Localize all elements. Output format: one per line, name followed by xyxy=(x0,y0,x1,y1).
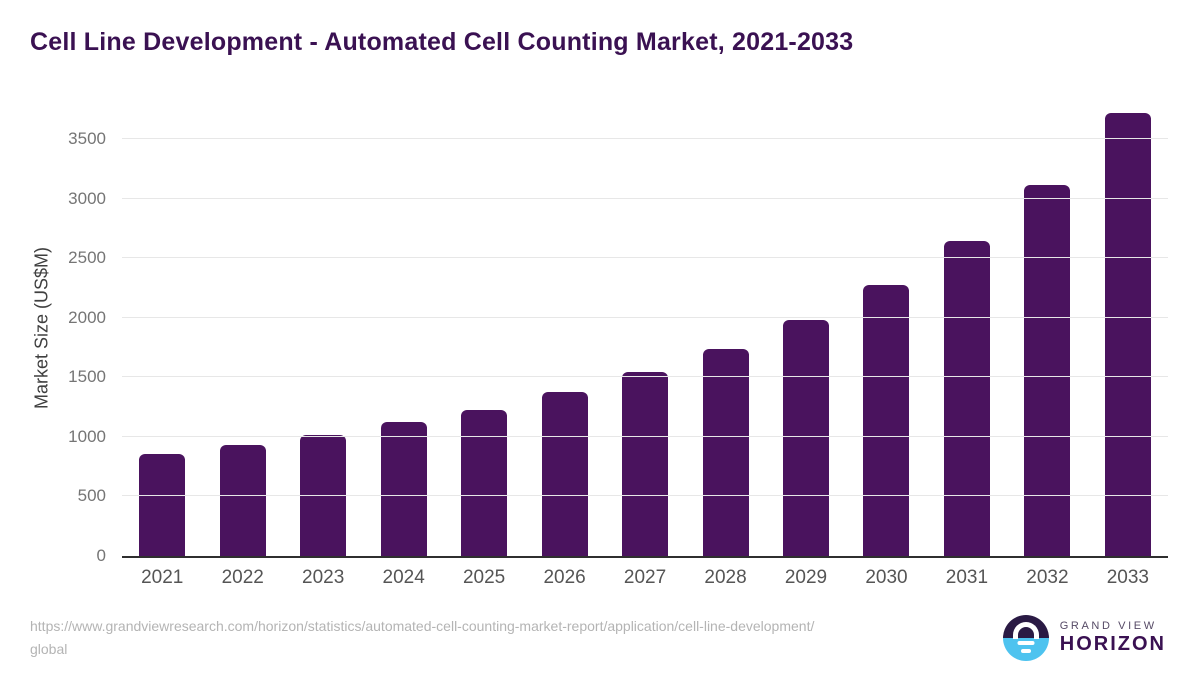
y-tick-1000: 1000 xyxy=(68,426,106,446)
bar-slot-2028 xyxy=(685,100,765,556)
x-label-2025: 2025 xyxy=(462,567,506,588)
bar-slot-2022 xyxy=(202,100,282,556)
y-tick-1500: 1500 xyxy=(68,367,106,387)
x-axis-labels: 2021 2022 2023 2024 2025 2026 2027 2028 2029 2030… xyxy=(122,567,1168,589)
footer: https://www.grandviewresearch.com/horizo… xyxy=(30,615,1166,661)
bar-slot-2025 xyxy=(444,100,524,556)
y-tick-3500: 3500 xyxy=(68,129,106,149)
y-axis-title: Market Size (US$M) xyxy=(31,246,52,410)
y-tick-2500: 2500 xyxy=(68,248,106,268)
y-tick-0: 0 xyxy=(96,546,106,565)
bar-slot-2024 xyxy=(363,100,443,556)
bar-slot-2021 xyxy=(122,100,202,556)
bar-slot-2032 xyxy=(1007,100,1087,556)
x-label-2031: 2031 xyxy=(945,567,989,588)
source-url: https://www.grandviewresearch.com/horizo… xyxy=(30,615,814,661)
y-tick-3000: 3000 xyxy=(68,188,106,208)
bar-chart: Market Size (US$M) 0 500 1000 1500 2000 2500 3… xyxy=(32,100,1168,589)
x-label-2030: 2030 xyxy=(865,567,908,588)
x-label-2024: 2024 xyxy=(382,567,425,588)
x-label-2023: 2023 xyxy=(302,567,345,588)
logo-horizon-label: HORIZON xyxy=(1059,633,1166,655)
x-label-2028: 2028 xyxy=(704,567,747,588)
bar-2030 xyxy=(863,285,910,556)
bar-slot-2023 xyxy=(283,100,363,556)
grand-view-horizon-logo: GRAND VIEW HORIZON xyxy=(1002,615,1166,661)
y-tick-500: 500 xyxy=(77,486,106,506)
bar-2023 xyxy=(300,435,347,556)
logo-grand-view-label: GRAND VIEW xyxy=(1059,620,1157,632)
source-url-line2: global xyxy=(30,641,68,657)
source-url-line1: https://www.grandviewresearch.com/horizo… xyxy=(30,618,815,635)
x-label-2033: 2033 xyxy=(1106,567,1149,588)
chart-title: Cell Line Development - Automated Cell C… xyxy=(30,28,854,56)
bar-slot-2031 xyxy=(927,100,1007,556)
plot-area: Market Size (US$M) 0 500 1000 1500 2000 2500 3… xyxy=(32,100,1168,565)
bar-slot-2029 xyxy=(766,100,846,556)
bar-2022 xyxy=(219,444,266,556)
bar-2027 xyxy=(622,372,669,556)
horizon-line-shape xyxy=(1017,641,1035,646)
bar-slot-2030 xyxy=(846,100,926,556)
bars-group xyxy=(122,100,1168,556)
horizon-sun-icon xyxy=(1002,615,1049,661)
bar-2024 xyxy=(380,422,427,556)
horizon-line-shape xyxy=(1020,648,1031,653)
bar-2031 xyxy=(943,241,990,556)
horizon-arch-shape xyxy=(1012,621,1039,639)
bar-slot-2026 xyxy=(524,100,604,556)
bar-2026 xyxy=(541,392,588,556)
y-tick-2000: 2000 xyxy=(68,307,106,327)
bar-slot-2033 xyxy=(1088,100,1168,556)
bar-2033 xyxy=(1104,113,1151,556)
x-label-2022: 2022 xyxy=(221,567,264,588)
x-label-2029: 2029 xyxy=(784,567,828,588)
bar-2028 xyxy=(702,348,749,556)
x-label-2027: 2027 xyxy=(623,567,667,588)
bar-2021 xyxy=(139,454,186,556)
bar-slot-2027 xyxy=(605,100,685,556)
logo-text: GRAND VIEW HORIZON xyxy=(1060,620,1166,656)
bar-2032 xyxy=(1024,184,1071,556)
x-label-2032: 2032 xyxy=(1026,567,1069,588)
x-label-2026: 2026 xyxy=(543,567,586,588)
x-label-2021: 2021 xyxy=(141,567,184,588)
bar-2029 xyxy=(782,319,829,556)
bar-2025 xyxy=(461,409,508,556)
